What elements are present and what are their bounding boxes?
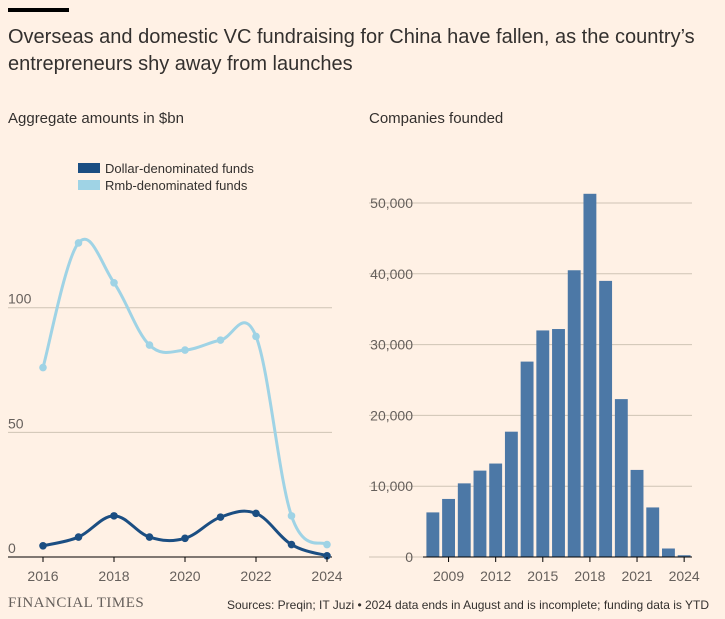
top-rule (8, 8, 69, 12)
bar-2008 (426, 512, 440, 557)
bar-2017 (567, 270, 581, 557)
rmb-data-point (39, 363, 47, 372)
right-y-tick-label: 20,000 (370, 407, 413, 423)
rmb-data-point (252, 332, 260, 341)
rmb-data-point (181, 346, 189, 354)
rmb-legend-swatch (78, 180, 100, 190)
dollar-data-point (252, 509, 260, 518)
bar-2012 (489, 463, 503, 557)
left-x-tick-label: 2018 (98, 568, 129, 584)
left-y-tick-label: 0 (8, 540, 16, 556)
rmb-data-point (216, 336, 225, 344)
left-axis: 0 50 100 2016 2018 2020 2022 2024 (8, 291, 343, 584)
rmb-legend-label: Rmb-denominated funds (105, 178, 248, 193)
right-x-tick-label: 2015 (527, 568, 558, 584)
ft-logo: FINANCIAL TIMES (8, 595, 145, 611)
bar-2022 (646, 507, 660, 557)
right-y-tick-label: 0 (405, 549, 413, 565)
right-y-tick-label: 10,000 (370, 478, 413, 494)
dollar-data-point (110, 512, 118, 520)
right-y-tick-label: 50,000 (370, 195, 413, 211)
bar-2019 (599, 280, 613, 557)
right-chart-title: Companies founded (369, 110, 504, 127)
right-bars (426, 193, 691, 557)
right-x-tick-label: 2024 (669, 568, 700, 584)
left-chart-title: Aggregate amounts in $bn (8, 110, 184, 127)
bar-2010 (457, 483, 471, 557)
left-x-tick-label: 2022 (240, 568, 271, 584)
right-y-tick-label: 40,000 (370, 266, 413, 282)
rmb-data-point (145, 341, 154, 349)
dollar-legend-swatch (78, 163, 100, 173)
dollar-series-line (42, 509, 328, 558)
bar-2014 (520, 361, 534, 557)
bar-2024 (677, 555, 691, 557)
bar-2023 (662, 548, 675, 557)
dollar-data-point (39, 541, 47, 550)
rmb-series-line (41, 238, 328, 546)
left-y-tick-label: 50 (8, 415, 24, 431)
left-x-tick-label: 2016 (27, 568, 58, 584)
bar-2016 (552, 329, 565, 557)
left-gridlines (8, 307, 332, 558)
left-y-tick-label: 100 (8, 291, 32, 307)
bar-2021 (630, 469, 644, 557)
left-series-points (39, 239, 331, 560)
bar-2015 (536, 330, 550, 557)
right-y-tick-label: 30,000 (370, 337, 413, 353)
headline: Overseas and domestic VC fundraising for… (8, 26, 695, 75)
bar-2020 (614, 399, 628, 557)
rmb-data-point (74, 239, 83, 247)
bar-2013 (504, 431, 518, 557)
bar-2018 (583, 193, 597, 557)
right-x-tick-label: 2021 (621, 568, 652, 584)
right-x-tick-label: 2018 (574, 568, 605, 584)
bar-2009 (442, 498, 455, 557)
right-x-tick-label: 2012 (480, 568, 511, 584)
rmb-data-point (110, 278, 118, 287)
left-series-lines (41, 238, 328, 558)
right-axis: 0 10,000 20,000 30,000 40,000 50,000 2009 2012 2… (370, 195, 700, 584)
dollar-legend-label: Dollar-denominated funds (105, 161, 254, 176)
right-x-tick-label: 2009 (433, 568, 464, 584)
source-note: Sources: Preqin; IT Juzi • 2024 data end… (226, 598, 709, 612)
dollar-data-point (216, 513, 225, 521)
dollar-data-point (145, 533, 154, 541)
left-x-tick-label: 2020 (169, 568, 200, 584)
rmb-data-point (287, 512, 296, 520)
left-legend: Dollar-denominated funds Rmb-denominated … (78, 161, 254, 193)
rmb-data-point (323, 540, 331, 549)
bar-2011 (473, 470, 487, 557)
left-x-tick-label: 2024 (311, 568, 342, 584)
dollar-data-point (181, 534, 189, 543)
dollar-data-point (74, 533, 83, 541)
dollar-data-point (323, 551, 331, 560)
dollar-data-point (287, 540, 296, 549)
